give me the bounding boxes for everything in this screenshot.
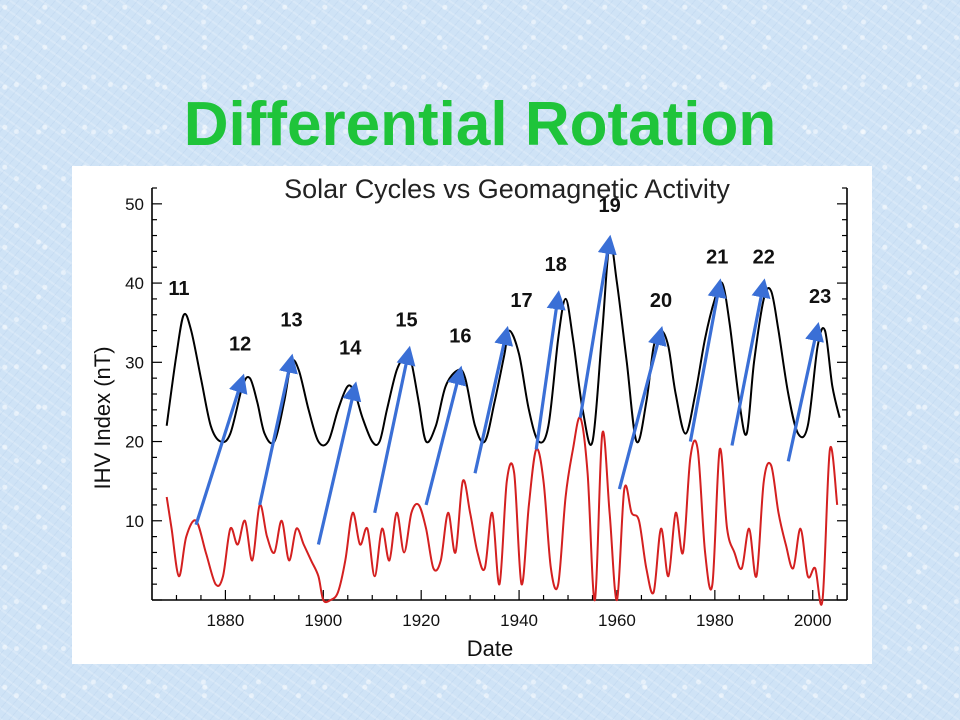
series-layer: [165, 241, 841, 606]
cycle-number-label: 12: [229, 333, 251, 355]
cycle-arrow: [688, 278, 727, 442]
y-tick-label: 10: [125, 512, 144, 531]
x-tick-label: 1900: [304, 611, 342, 630]
cycle-number-label: 23: [809, 286, 831, 308]
x-tick-label: 1980: [696, 611, 734, 630]
cycle-number-label: 21: [706, 246, 728, 268]
cycle-arrow: [786, 321, 824, 462]
y-axis: 10 20 30 40 50: [125, 187, 847, 601]
cycle-number-label: 18: [545, 254, 567, 276]
cycle-arrow: [534, 290, 566, 450]
cycle-arrow: [194, 373, 248, 526]
y-tick-label: 40: [125, 274, 144, 293]
y-tick-label: 30: [125, 353, 144, 372]
x-tick-label: 1880: [207, 611, 245, 630]
x-tick-label: 1960: [598, 611, 636, 630]
cycle-arrow: [473, 325, 514, 474]
chart-title: Solar Cycles vs Geomagnetic Activity: [284, 174, 730, 204]
cycle-number-label: 14: [339, 337, 362, 359]
cycle-arrow: [373, 345, 416, 514]
y-tick-label: 20: [125, 433, 144, 452]
cycle-arrow: [316, 381, 362, 545]
cycle-arrow: [258, 353, 298, 506]
cycle-number-label: 13: [280, 310, 302, 332]
cycle-arrow: [617, 325, 667, 490]
cycle-arrow: [730, 278, 771, 446]
cycle-number-label: 17: [510, 290, 532, 312]
x-tick-label: 1940: [500, 611, 538, 630]
cycle-arrow: [578, 234, 617, 419]
x-tick-label: 2000: [794, 611, 832, 630]
cycle-number-label: 15: [395, 310, 417, 332]
slide-title: Differential Rotation: [183, 90, 777, 159]
cycle-label-layer: 11 12 13 14 15 16 17 18 19 20 21 22 23: [168, 195, 831, 360]
chart-svg: Solar Cycles vs Geomagnetic Activity 10 2…: [90, 174, 848, 661]
x-axis: 1880 1900 1920 1940 1960 1980 2000: [175, 590, 838, 630]
cycle-number-label: 16: [449, 326, 471, 348]
sunspot-series-line: [165, 416, 839, 606]
y-axis-label: IHV Index (nT): [90, 346, 115, 489]
arrow-layer: [194, 234, 824, 545]
x-tick-label: 1920: [402, 611, 440, 630]
cycle-arrow: [424, 365, 467, 506]
cycle-number-label: 19: [598, 195, 620, 217]
cycle-number-label: 11: [168, 278, 189, 300]
cycle-number-label: 20: [650, 290, 672, 312]
y-tick-label: 50: [125, 195, 144, 214]
chart-panel: Solar Cycles vs Geomagnetic Activity 10 2…: [72, 166, 872, 664]
x-axis-label: Date: [467, 636, 513, 661]
cycle-number-label: 22: [753, 246, 775, 268]
